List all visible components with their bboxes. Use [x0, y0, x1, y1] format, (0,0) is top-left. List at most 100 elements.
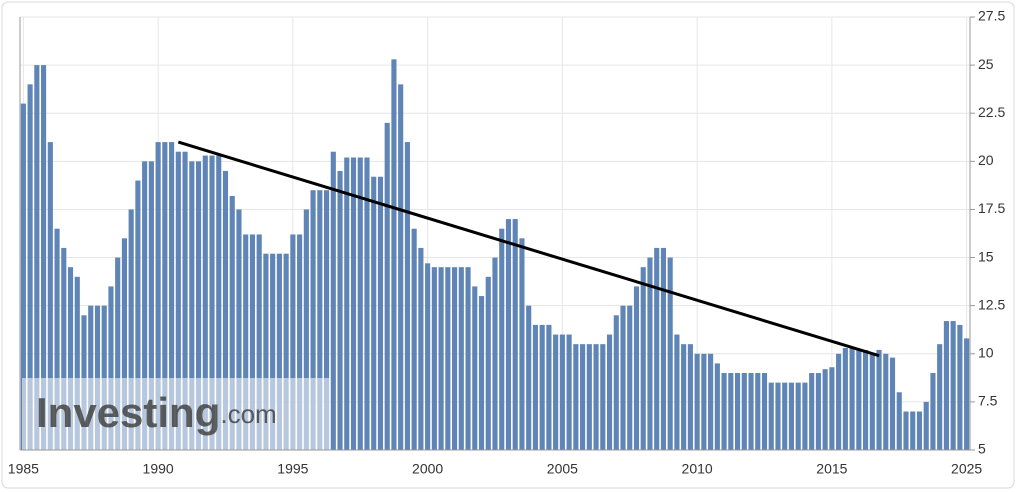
bar: [782, 382, 788, 450]
bar: [74, 276, 80, 450]
x-tick-label: 2005: [547, 461, 578, 477]
bar: [788, 382, 795, 450]
bar: [135, 180, 141, 451]
bar: [249, 234, 256, 450]
bar: [357, 157, 363, 451]
bar: [34, 65, 40, 450]
bar: [633, 286, 640, 450]
bar: [566, 334, 572, 450]
trend-line: [177, 140, 880, 358]
bar: [344, 157, 350, 451]
bar: [148, 161, 154, 451]
bar: [930, 373, 936, 450]
watermark-brand: Investing.com: [36, 389, 277, 436]
bar: [431, 267, 437, 450]
bar: [667, 257, 673, 450]
y-tick-label: 12.5: [978, 296, 1005, 312]
bar: [620, 305, 626, 450]
bar: [189, 161, 195, 451]
bar: [384, 122, 390, 450]
bar: [256, 234, 262, 450]
bar: [297, 234, 303, 450]
bar: [728, 373, 734, 450]
bar: [822, 369, 828, 450]
bar: [910, 411, 916, 450]
bar: [519, 238, 525, 450]
bar: [741, 373, 747, 450]
bar: [856, 349, 862, 450]
bar: [377, 176, 384, 450]
bar: [869, 353, 875, 450]
bar: [681, 344, 687, 450]
bar: [708, 353, 714, 450]
bar: [573, 344, 579, 450]
bar: [586, 344, 592, 450]
bar: [809, 373, 815, 450]
bar: [404, 142, 410, 451]
bar: [216, 155, 222, 450]
bar: [458, 267, 464, 450]
x-tick-label: 2025: [951, 461, 982, 477]
bar: [937, 344, 943, 450]
y-tick-label: 10: [978, 344, 994, 360]
bar: [627, 305, 633, 450]
y-tick-label: 15: [978, 248, 994, 264]
bar: [330, 151, 336, 450]
bar: [923, 401, 929, 450]
bar: [398, 84, 404, 450]
bar: [950, 321, 956, 450]
bar: [317, 190, 323, 450]
bar: [209, 155, 215, 450]
bar: [512, 219, 518, 450]
bar: [350, 157, 357, 451]
bar: [721, 373, 727, 450]
x-tick-label: 2000: [412, 461, 443, 477]
bar: [829, 367, 835, 450]
bar: [505, 219, 512, 450]
bar: [640, 267, 646, 450]
bar: [883, 353, 889, 450]
bar: [202, 155, 208, 450]
bar: [660, 247, 666, 450]
bar: [121, 238, 127, 450]
bar: [162, 142, 168, 451]
bar: [492, 257, 498, 450]
bar: [836, 353, 842, 450]
bar: [276, 253, 282, 450]
bar: [290, 234, 296, 450]
bar: [27, 84, 33, 450]
bar: [465, 267, 471, 450]
watermark-box: [22, 378, 330, 450]
bar: [67, 267, 74, 450]
bar: [876, 349, 882, 450]
bar: [94, 305, 101, 450]
bar: [674, 334, 680, 450]
bar: [243, 234, 249, 450]
bar: [229, 195, 235, 450]
y-tick-label: 7.5: [978, 393, 998, 409]
bar: [47, 142, 53, 451]
bar: [303, 209, 309, 450]
axes: 5 7.5 10 12.5 15 17.5 20 22.5 25 27.5 1985 1990 1995…: [8, 8, 1006, 477]
bar: [310, 190, 316, 450]
x-tick-label: 2010: [682, 461, 713, 477]
bar: [155, 142, 161, 451]
bar: [613, 315, 619, 450]
bar: [546, 324, 552, 450]
bar: [559, 334, 565, 450]
bar: [654, 247, 660, 450]
bar: [916, 411, 923, 450]
x-tick-label: 2015: [816, 461, 847, 477]
bar: [438, 267, 444, 450]
bar: [411, 228, 417, 450]
bar: [647, 257, 653, 450]
bar: [687, 344, 693, 450]
bar: [775, 382, 781, 450]
bar: [849, 348, 855, 450]
bar: [472, 286, 478, 450]
bar: [182, 151, 188, 450]
watermark-suffix: .com: [220, 399, 276, 429]
y-tick-label: 17.5: [978, 200, 1005, 216]
